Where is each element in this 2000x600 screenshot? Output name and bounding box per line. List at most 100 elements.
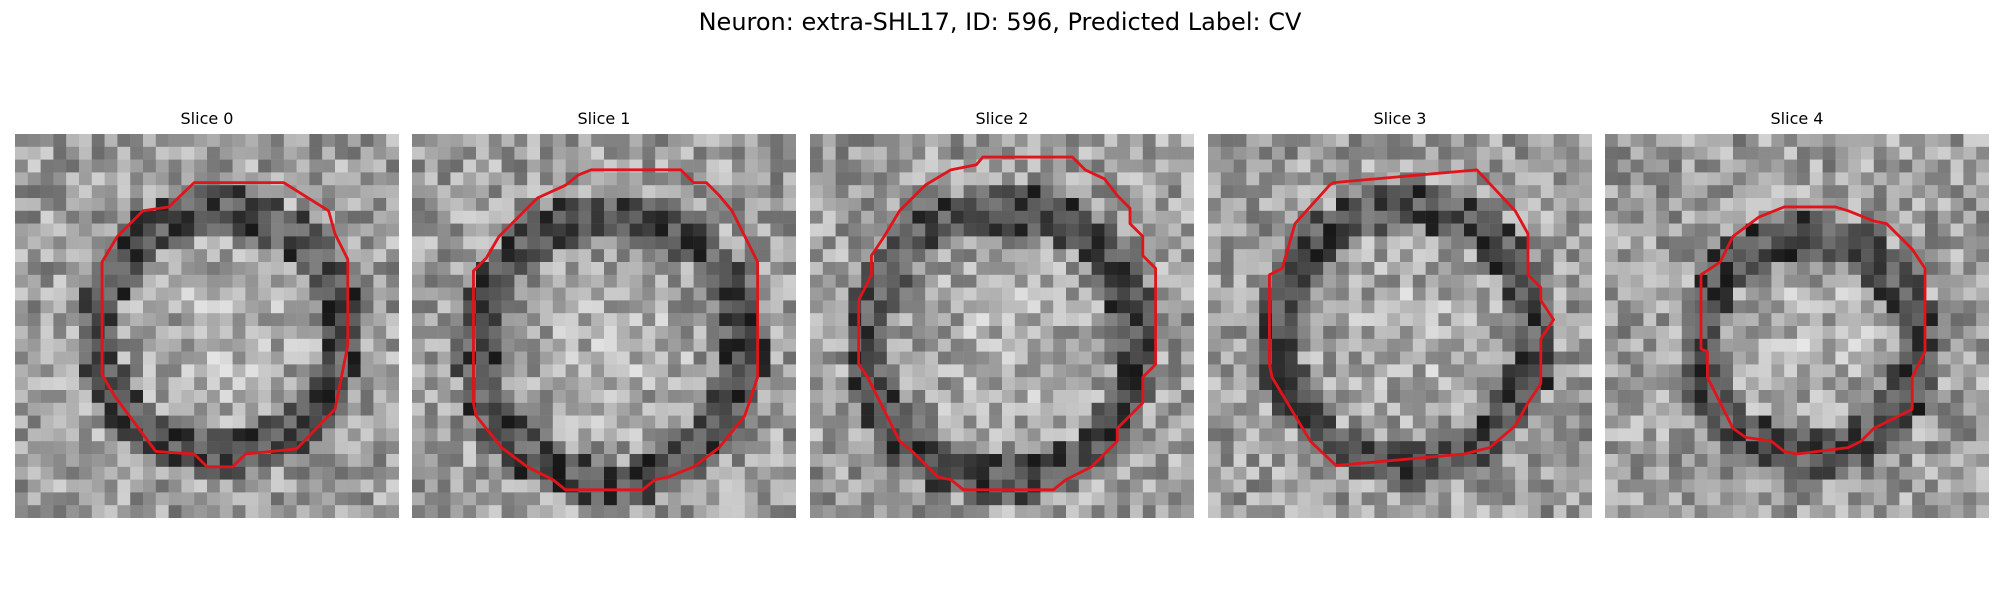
pixel xyxy=(1720,185,1734,199)
pixel xyxy=(938,479,952,493)
pixel xyxy=(386,185,399,199)
pixel xyxy=(770,236,784,250)
pixel xyxy=(1284,492,1298,506)
pixel xyxy=(1027,338,1041,352)
pixel xyxy=(1259,428,1273,442)
pixel xyxy=(386,377,399,391)
pixel xyxy=(1400,428,1414,442)
pixel xyxy=(552,377,566,391)
pixel xyxy=(552,287,566,301)
pixel xyxy=(1502,466,1516,480)
pixel xyxy=(540,249,554,263)
pixel xyxy=(245,300,259,314)
pixel xyxy=(1873,249,1887,263)
pixel xyxy=(1208,236,1222,250)
pixel xyxy=(680,172,694,186)
pixel xyxy=(1130,338,1144,352)
pixel xyxy=(1066,262,1080,276)
pixel xyxy=(360,428,374,442)
pixel xyxy=(1142,326,1156,340)
pixel xyxy=(1925,364,1939,378)
pixel xyxy=(1208,466,1222,480)
pixel xyxy=(680,351,694,365)
pixel xyxy=(219,198,233,212)
pixel xyxy=(1412,134,1426,148)
pixel xyxy=(565,351,579,365)
pixel xyxy=(1489,313,1503,327)
pixel xyxy=(168,441,182,455)
pixel xyxy=(1053,505,1067,518)
pixel xyxy=(1400,185,1414,199)
pixel xyxy=(1451,159,1465,173)
pixel xyxy=(386,159,399,173)
pixel xyxy=(1476,249,1490,263)
pixel xyxy=(219,364,233,378)
pixel xyxy=(1220,390,1234,404)
pixel xyxy=(1912,415,1926,429)
pixel xyxy=(1168,274,1182,288)
pixel xyxy=(143,479,157,493)
pixel xyxy=(1873,454,1887,468)
pixel xyxy=(616,249,630,263)
pixel xyxy=(1515,300,1529,314)
pixel xyxy=(540,428,554,442)
pixel xyxy=(938,415,952,429)
pixel xyxy=(1002,428,1016,442)
pixel xyxy=(1733,198,1747,212)
pixel xyxy=(706,454,720,468)
pixel xyxy=(1272,300,1286,314)
pixel xyxy=(1912,428,1926,442)
pixel xyxy=(1233,274,1247,288)
pixel xyxy=(1694,402,1708,416)
pixel xyxy=(40,505,54,518)
pixel xyxy=(719,454,733,468)
pixel xyxy=(963,210,977,224)
pixel xyxy=(950,313,964,327)
pixel xyxy=(1605,402,1619,416)
pixel xyxy=(1540,223,1554,237)
pixel xyxy=(1566,134,1580,148)
pixel xyxy=(655,441,669,455)
pixel xyxy=(1694,134,1708,148)
pixel xyxy=(732,159,746,173)
pixel xyxy=(1425,198,1439,212)
pixel xyxy=(629,454,643,468)
pixel xyxy=(1669,134,1683,148)
pixel xyxy=(1797,274,1811,288)
pixel xyxy=(1142,415,1156,429)
pixel xyxy=(181,198,195,212)
pixel xyxy=(219,210,233,224)
pixel xyxy=(66,210,80,224)
pixel xyxy=(1014,236,1028,250)
pixel xyxy=(1374,326,1388,340)
pixel xyxy=(66,326,80,340)
pixel xyxy=(578,415,592,429)
pixel xyxy=(1630,313,1644,327)
pixel xyxy=(258,364,272,378)
pixel xyxy=(874,172,888,186)
pixel xyxy=(1937,262,1951,276)
pixel xyxy=(680,249,694,263)
pixel xyxy=(912,313,926,327)
pixel xyxy=(1284,338,1298,352)
pixel xyxy=(1336,364,1350,378)
pixel xyxy=(309,223,323,237)
pixel xyxy=(79,479,93,493)
pixel xyxy=(1899,172,1913,186)
pixel xyxy=(309,159,323,173)
pixel xyxy=(1208,351,1222,365)
pixel xyxy=(1848,415,1862,429)
pixel xyxy=(1733,146,1747,160)
pixel xyxy=(1438,159,1452,173)
pixel xyxy=(578,287,592,301)
pixel xyxy=(245,185,259,199)
pixel xyxy=(848,198,862,212)
pixel xyxy=(1848,492,1862,506)
pixel xyxy=(194,287,208,301)
pixel xyxy=(53,223,67,237)
pixel xyxy=(168,249,182,263)
pixel xyxy=(899,249,913,263)
pixel xyxy=(1758,223,1772,237)
pixel xyxy=(360,274,374,288)
pixel xyxy=(1438,338,1452,352)
